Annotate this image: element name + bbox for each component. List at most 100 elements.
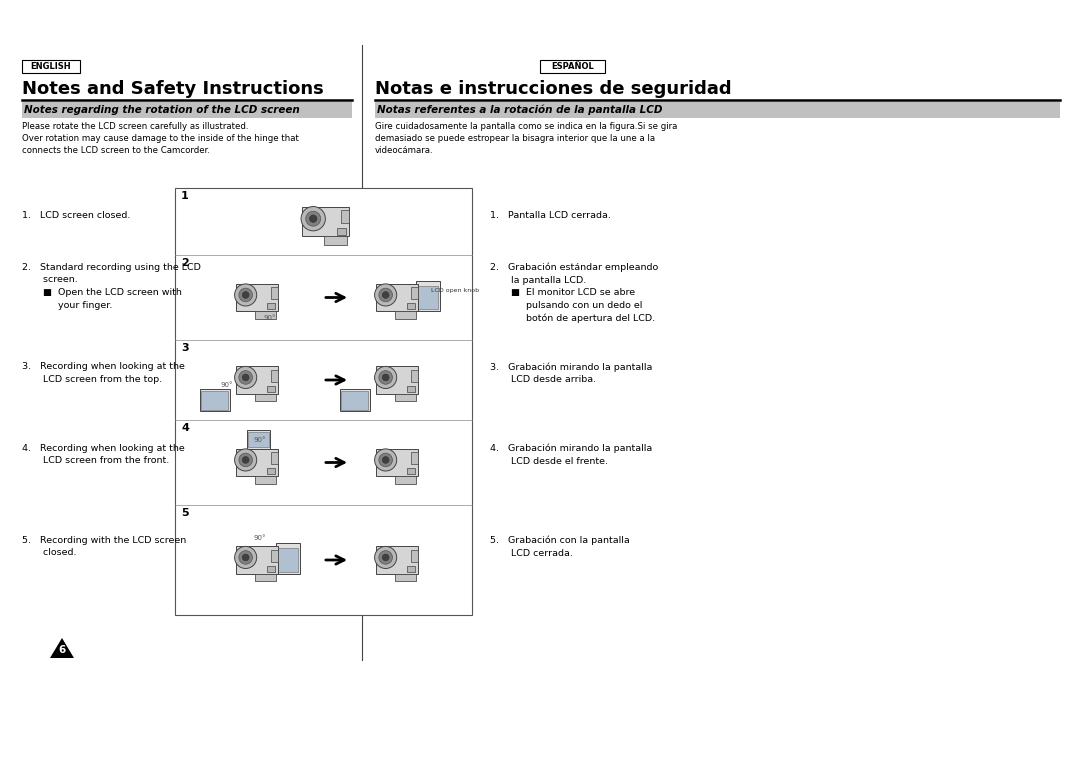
Bar — [22, 102, 352, 118]
Bar — [255, 476, 276, 484]
Circle shape — [239, 453, 253, 467]
Bar — [246, 430, 270, 449]
Text: 3: 3 — [181, 343, 189, 353]
Bar — [407, 386, 416, 392]
Bar — [407, 304, 416, 310]
Circle shape — [239, 288, 253, 301]
Text: 90°: 90° — [220, 382, 233, 388]
Text: 3.   Recording when looking at the
       LCD screen from the top.: 3. Recording when looking at the LCD scr… — [22, 362, 185, 384]
Bar — [324, 237, 347, 245]
Bar — [255, 311, 276, 319]
Text: ENGLISH: ENGLISH — [30, 62, 71, 71]
Circle shape — [234, 449, 257, 471]
Text: 90°: 90° — [254, 535, 267, 541]
Bar — [375, 102, 1059, 118]
Bar — [271, 288, 278, 299]
Circle shape — [234, 284, 257, 306]
Bar — [22, 60, 80, 73]
Bar — [271, 452, 278, 464]
Bar — [267, 304, 275, 310]
Bar — [395, 311, 416, 319]
Text: Notes and Safety Instructions: Notes and Safety Instructions — [22, 80, 324, 98]
Text: 2: 2 — [181, 258, 189, 268]
Bar — [376, 449, 418, 476]
Polygon shape — [50, 638, 75, 658]
Bar — [235, 284, 279, 311]
Bar — [202, 391, 228, 410]
Circle shape — [239, 551, 253, 565]
Text: 3.   Grabación mirando la pantalla
       LCD desde arriba.: 3. Grabación mirando la pantalla LCD des… — [490, 362, 652, 385]
Circle shape — [382, 291, 389, 298]
Circle shape — [375, 366, 396, 388]
Bar — [235, 546, 279, 574]
Text: ESPAÑOL: ESPAÑOL — [551, 62, 594, 71]
Bar — [411, 370, 418, 382]
Circle shape — [242, 374, 249, 381]
Bar — [248, 432, 269, 447]
Text: 4.   Grabación mirando la pantalla
       LCD desde el frente.: 4. Grabación mirando la pantalla LCD des… — [490, 444, 652, 465]
Text: Notes regarding the rotation of the LCD screen: Notes regarding the rotation of the LCD … — [24, 105, 300, 115]
Bar — [276, 543, 300, 574]
Text: 2.   Standard recording using the LCD
       screen.
       ■  Open the LCD scre: 2. Standard recording using the LCD scre… — [22, 263, 201, 310]
Bar — [302, 207, 349, 237]
Bar — [395, 476, 416, 484]
Text: Notas e instrucciones de seguridad: Notas e instrucciones de seguridad — [375, 80, 731, 98]
Bar — [411, 288, 418, 299]
Bar — [235, 366, 279, 394]
Text: Please rotate the LCD screen carefully as illustrated.
Over rotation may cause d: Please rotate the LCD screen carefully a… — [22, 122, 299, 156]
Bar — [175, 188, 472, 615]
Circle shape — [242, 554, 249, 561]
Circle shape — [306, 211, 321, 226]
Circle shape — [242, 456, 249, 463]
Bar — [341, 391, 368, 410]
Circle shape — [382, 554, 389, 561]
Circle shape — [310, 215, 316, 223]
Bar — [267, 468, 275, 475]
Bar — [278, 548, 298, 572]
Bar — [337, 228, 346, 234]
Bar — [395, 394, 416, 401]
Bar — [376, 366, 418, 394]
Circle shape — [379, 453, 392, 467]
Text: 5.   Recording with the LCD screen
       closed.: 5. Recording with the LCD screen closed. — [22, 536, 186, 557]
Bar — [540, 60, 605, 73]
Text: 4: 4 — [181, 423, 189, 433]
Text: 5: 5 — [181, 508, 189, 518]
Circle shape — [382, 456, 389, 463]
Text: 90°: 90° — [254, 437, 267, 443]
Circle shape — [234, 546, 257, 568]
Text: 2.   Grabación estándar empleando
       la pantalla LCD.
       ■  El monitor L: 2. Grabación estándar empleando la panta… — [490, 263, 658, 324]
Text: Notas referentes a la rotación de la pantalla LCD: Notas referentes a la rotación de la pan… — [377, 105, 662, 115]
Text: 5.   Grabación con la pantalla
       LCD cerrada.: 5. Grabación con la pantalla LCD cerrada… — [490, 536, 630, 558]
Bar — [407, 566, 416, 572]
Text: 6: 6 — [58, 645, 66, 655]
Bar — [376, 284, 418, 311]
Bar — [407, 468, 416, 475]
Bar — [271, 370, 278, 382]
Circle shape — [242, 291, 249, 298]
Text: 1.   Pantalla LCD cerrada.: 1. Pantalla LCD cerrada. — [490, 211, 611, 221]
Bar — [376, 546, 418, 574]
Bar — [255, 574, 276, 581]
Text: Gire cuidadosamente la pantalla como se indica en la figura.Si se gira
demasiado: Gire cuidadosamente la pantalla como se … — [375, 122, 677, 156]
Bar — [340, 389, 369, 411]
Circle shape — [379, 371, 392, 385]
Bar — [235, 449, 279, 476]
Bar — [267, 386, 275, 392]
Bar — [271, 550, 278, 562]
Text: 4.   Recording when looking at the
       LCD screen from the front.: 4. Recording when looking at the LCD scr… — [22, 444, 185, 465]
Circle shape — [379, 551, 392, 565]
Circle shape — [375, 449, 396, 471]
Bar — [267, 566, 275, 572]
Circle shape — [375, 284, 396, 306]
Text: 1: 1 — [181, 191, 189, 201]
Circle shape — [239, 371, 253, 385]
Bar — [411, 550, 418, 562]
Bar — [416, 281, 440, 311]
Circle shape — [301, 207, 325, 231]
Text: 90°: 90° — [264, 314, 276, 320]
Circle shape — [375, 546, 396, 568]
Circle shape — [379, 288, 392, 301]
Text: 1.   LCD screen closed.: 1. LCD screen closed. — [22, 211, 131, 221]
Circle shape — [382, 374, 389, 381]
